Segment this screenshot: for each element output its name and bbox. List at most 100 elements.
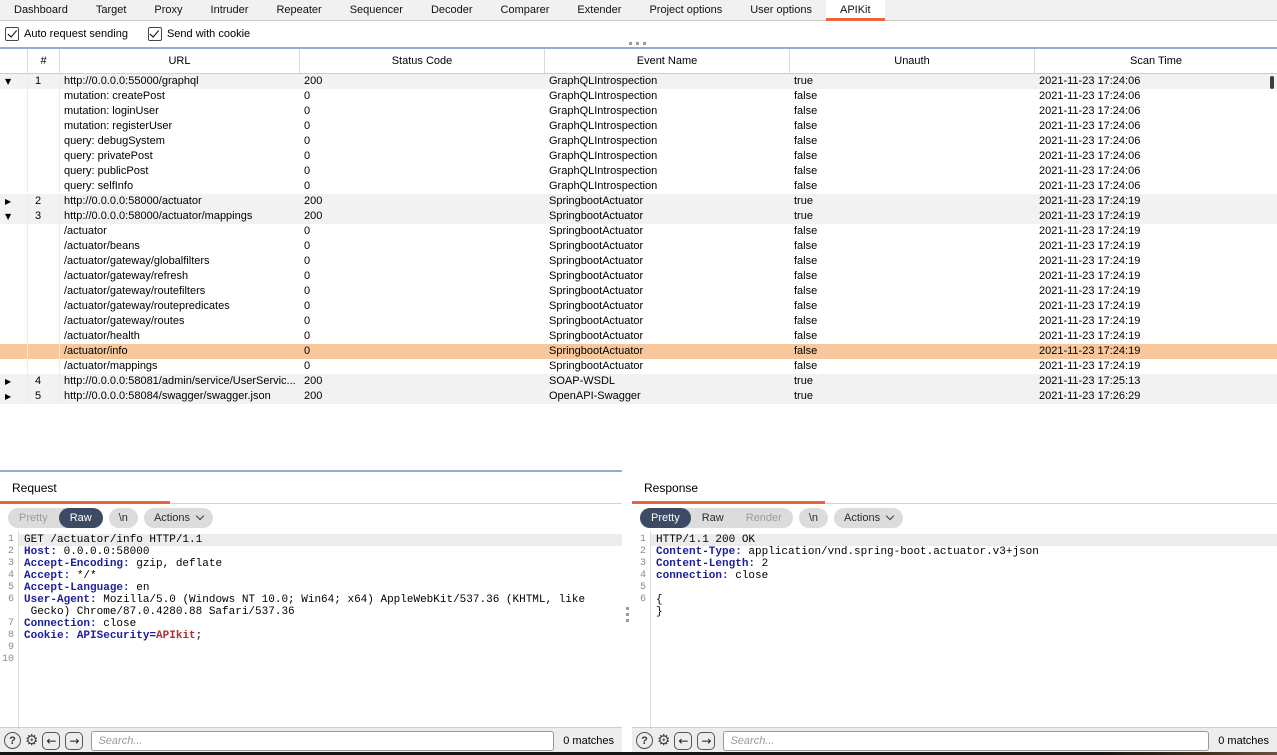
help-icon[interactable]: ? (636, 732, 653, 749)
request-raw-button[interactable]: Raw (58, 507, 103, 528)
cell-url: http://0.0.0.0:58000/actuator (64, 195, 202, 207)
table-row[interactable]: /actuator/mappings 0 SpringbootActuator fal… (0, 359, 1277, 374)
expander-icon[interactable]: ▼ (0, 209, 28, 224)
gear-icon[interactable]: ⚙ (657, 731, 671, 749)
auto-request-option[interactable]: Auto request sending (5, 26, 128, 41)
tab-intruder[interactable]: Intruder (210, 4, 249, 16)
line-number (0, 606, 18, 618)
main-tab-bar: Dashboard Target Proxy Intruder Repeater Sequ… (0, 0, 1277, 21)
editor-line: 10 (0, 654, 622, 666)
table-row[interactable]: ▼ 1 http://0.0.0.0:55000/graphql 200 GraphQL… (0, 74, 1277, 89)
column-header-unauth[interactable]: Unauth (790, 49, 1035, 73)
tab-repeater[interactable]: Repeater (276, 4, 322, 16)
table-row[interactable]: mutation: registerUser 0 GraphQLIntrospect… (0, 119, 1277, 134)
table-row[interactable]: ▶ 2 http://0.0.0.0:58000/actuator 200 Spring… (0, 194, 1277, 209)
tab-request[interactable]: Request (0, 472, 170, 504)
table-row[interactable]: query: privatePost 0 GraphQLIntrospection f… (0, 149, 1277, 164)
response-editor[interactable]: 1 HTTP/1.1 200 OK 2 Content-Type: applicati… (632, 531, 1277, 727)
next-match-button[interactable]: → (697, 731, 716, 750)
column-header-event-name[interactable]: Event Name (545, 49, 790, 73)
response-pretty-button[interactable]: Pretty (640, 507, 691, 528)
table-row[interactable]: mutation: loginUser 0 GraphQLIntrospection… (0, 104, 1277, 119)
line-number (632, 606, 650, 618)
line-text: Content-Type: application/vnd.spring-boo… (656, 546, 1039, 558)
tab-user-options[interactable]: User options (750, 4, 812, 16)
tab-response[interactable]: Response (632, 472, 825, 504)
table-row[interactable]: /actuator/gateway/routes 0 SpringbootActua… (0, 314, 1277, 329)
panel-splitter-handle[interactable] (626, 607, 629, 622)
request-editor[interactable]: 1 GET /actuator/info HTTP/1.1 2 Host: 0.0.0… (0, 531, 622, 727)
table-row[interactable]: query: publicPost 0 GraphQLIntrospection fa… (0, 164, 1277, 179)
editor-line: 7 Connection: close (0, 618, 622, 630)
column-header--[interactable]: # (28, 49, 60, 73)
expander-icon[interactable]: ▶ (0, 374, 28, 389)
tab-apikit[interactable]: APIKit (825, 0, 885, 21)
cell-scan-time: 2021-11-23 17:25:13 (1039, 375, 1141, 387)
cell-status-code: 0 (304, 120, 311, 132)
request-search-input[interactable] (91, 730, 555, 751)
column-header-url[interactable]: URL (60, 49, 300, 73)
editor-line: 2 Host: 0.0.0.0:58000 (0, 546, 622, 558)
table-row[interactable]: mutation: createPost 0 GraphQLIntrospectio… (0, 89, 1277, 104)
expander-icon[interactable]: ▶ (0, 194, 28, 209)
help-icon[interactable]: ? (4, 732, 21, 749)
line-number: 5 (7, 582, 14, 593)
table-row[interactable]: /actuator/gateway/refresh 0 SpringbootActu… (0, 269, 1277, 284)
response-actions-button[interactable]: Actions (834, 507, 904, 528)
tab-proxy[interactable]: Proxy (154, 4, 183, 16)
cell-scan-time: 2021-11-23 17:26:29 (1039, 390, 1141, 402)
line-number: 8 (7, 630, 14, 641)
table-row[interactable]: /actuator/health 0 SpringbootActuator false… (0, 329, 1277, 344)
table-splitter-handle[interactable] (629, 42, 646, 45)
table-row[interactable]: ▼ 3 http://0.0.0.0:58000/actuator/mappings… (0, 209, 1277, 224)
options-bar: Auto request sending Send with cookie (0, 21, 1277, 46)
tab-decoder[interactable]: Decoder (430, 4, 473, 16)
request-pretty-button[interactable]: Pretty (19, 511, 48, 524)
send-cookie-checkbox[interactable] (147, 26, 162, 41)
response-render-button[interactable]: Render (745, 511, 782, 524)
response-newline-button[interactable]: \n (798, 507, 829, 528)
tab-target[interactable]: Target (95, 4, 127, 16)
response-search-input[interactable] (723, 730, 1210, 751)
table-row[interactable]: /actuator/gateway/globalfilters 0 Springbo… (0, 254, 1277, 269)
editor-line: } (632, 606, 1277, 618)
prev-match-button[interactable]: ← (674, 731, 693, 750)
column-header-expander[interactable] (0, 49, 28, 73)
request-view-segments: Pretty Raw (8, 507, 103, 528)
table-scrollbar-thumb[interactable] (1270, 76, 1274, 89)
tab-comparer[interactable]: Comparer (500, 4, 550, 16)
table-row[interactable]: ▶ 4 http://0.0.0.0:58081/admin/service/Use… (0, 374, 1277, 389)
expander-icon[interactable]: ▶ (0, 389, 28, 404)
expander-icon[interactable]: ▼ (0, 74, 28, 89)
cell-scan-time: 2021-11-23 17:24:06 (1039, 75, 1141, 87)
tab-sequencer[interactable]: Sequencer (349, 4, 403, 16)
send-cookie-option[interactable]: Send with cookie (147, 26, 250, 41)
prev-match-button[interactable]: ← (42, 731, 61, 750)
next-match-button[interactable]: → (65, 731, 84, 750)
cell-scan-time: 2021-11-23 17:24:06 (1039, 165, 1141, 177)
line-text: } (656, 606, 663, 618)
request-panel: Request Pretty Raw \n Actions 1 GET /actua… (0, 470, 622, 753)
request-newline-button[interactable]: \n (108, 507, 138, 528)
cell-scan-time: 2021-11-23 17:24:19 (1039, 195, 1141, 207)
response-raw-button[interactable]: Raw (701, 511, 724, 524)
tab-dashboard[interactable]: Dashboard (14, 4, 68, 16)
auto-request-checkbox[interactable] (5, 26, 19, 41)
request-actions-button[interactable]: Actions (143, 507, 214, 528)
table-row[interactable]: /actuator/info 0 SpringbootActuator false 20… (0, 344, 1277, 359)
table-row[interactable]: ▶ 5 http://0.0.0.0:58084/swagger/swagger.j… (0, 389, 1277, 404)
table-row[interactable]: /actuator/gateway/routefilters 0 Springboo… (0, 284, 1277, 299)
table-row[interactable]: query: selfInfo 0 GraphQLIntrospection fals… (0, 179, 1277, 194)
cell-url: http://0.0.0.0:58084/swagger/swagger.jso… (64, 390, 271, 402)
table-row[interactable]: /actuator/beans 0 SpringbootActuator false 2… (0, 239, 1277, 254)
table-row[interactable]: query: debugSystem 0 GraphQLIntrospection f… (0, 134, 1277, 149)
column-header-scan-time[interactable]: Scan Time (1130, 55, 1182, 67)
gear-icon[interactable]: ⚙ (25, 731, 39, 749)
line-text (650, 582, 1277, 594)
table-row[interactable]: /actuator 0 SpringbootActuator false 2021-11… (0, 224, 1277, 239)
column-header-status-code[interactable]: Status Code (300, 49, 545, 73)
table-row[interactable]: /actuator/gateway/routepredicates 0 Spring… (0, 299, 1277, 314)
tab-extender[interactable]: Extender (577, 4, 622, 16)
tab-project-options[interactable]: Project options (649, 4, 723, 16)
cell-expander (0, 134, 28, 149)
